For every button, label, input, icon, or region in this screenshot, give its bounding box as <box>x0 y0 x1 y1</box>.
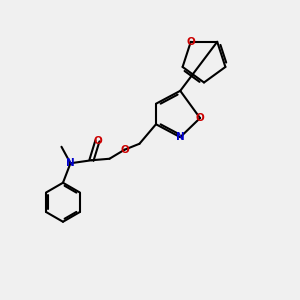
Text: N: N <box>176 132 184 142</box>
Text: O: O <box>186 37 195 47</box>
Text: O: O <box>120 145 129 155</box>
Text: O: O <box>93 136 102 146</box>
Text: N: N <box>66 158 75 168</box>
Text: O: O <box>196 113 204 123</box>
